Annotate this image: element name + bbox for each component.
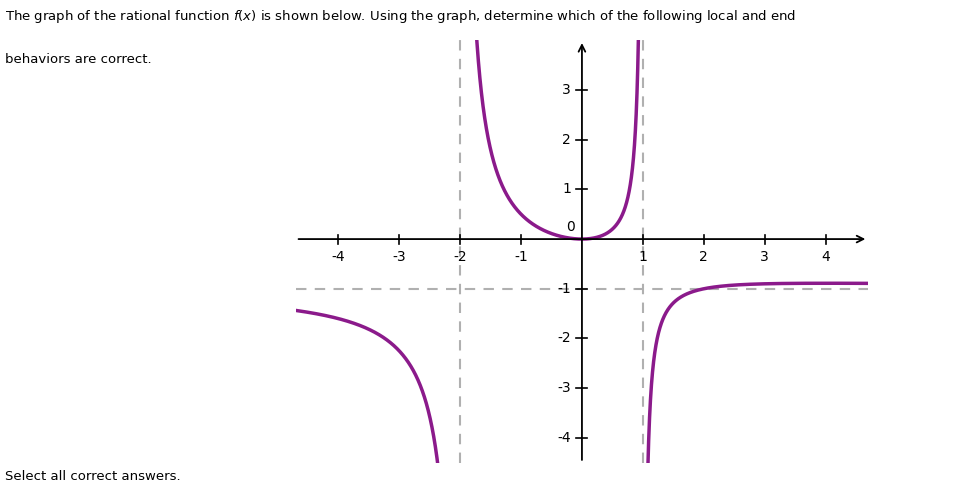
Text: 0: 0	[565, 220, 574, 234]
Text: 3: 3	[760, 250, 768, 264]
Text: 3: 3	[561, 83, 571, 97]
Text: 4: 4	[821, 250, 829, 264]
Text: -4: -4	[557, 431, 571, 445]
Text: -4: -4	[332, 250, 345, 264]
Text: 2: 2	[699, 250, 707, 264]
Text: -3: -3	[557, 381, 571, 395]
Text: -3: -3	[392, 250, 406, 264]
Text: -1: -1	[557, 282, 571, 296]
Text: 1: 1	[638, 250, 646, 264]
Text: -1: -1	[514, 250, 527, 264]
Text: -2: -2	[453, 250, 466, 264]
Text: The graph of the rational function $f$$(x)$ is shown below. Using the graph, det: The graph of the rational function $f$$(…	[5, 8, 795, 25]
Text: 2: 2	[561, 133, 571, 147]
Text: -2: -2	[557, 331, 571, 346]
Text: 1: 1	[561, 183, 571, 196]
Text: behaviors are correct.: behaviors are correct.	[5, 53, 152, 66]
Text: Select all correct answers.: Select all correct answers.	[5, 470, 180, 483]
